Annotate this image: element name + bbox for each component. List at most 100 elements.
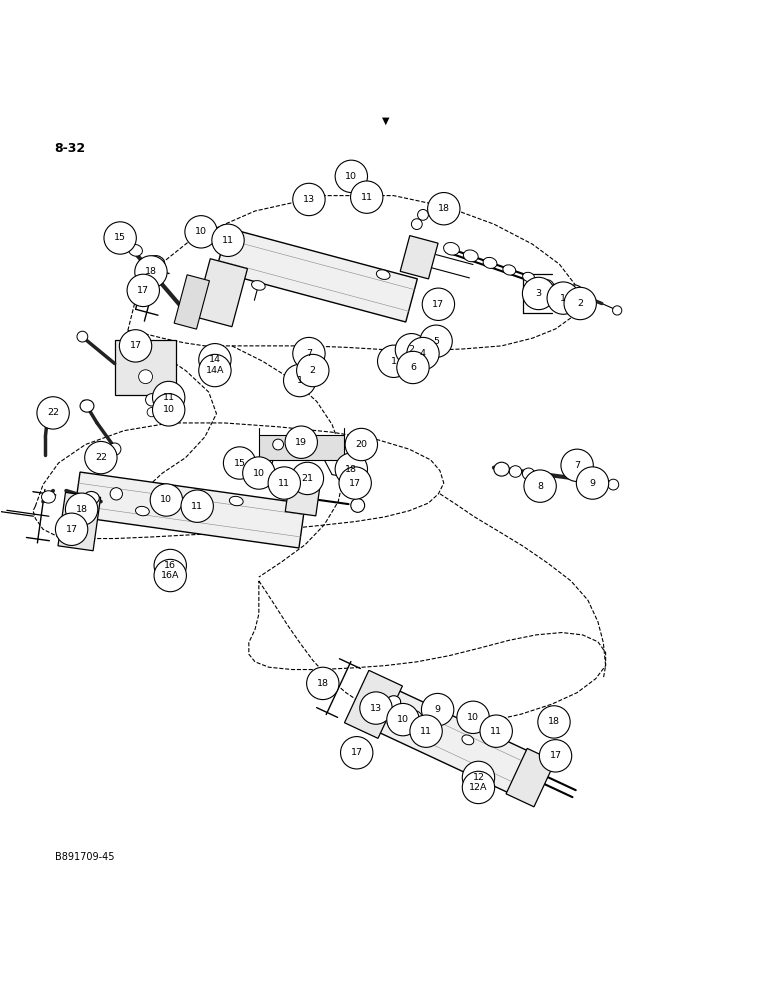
Ellipse shape [463,250,478,262]
Text: 8: 8 [537,482,543,491]
Text: 13: 13 [303,195,315,204]
Circle shape [198,354,231,387]
Circle shape [410,715,442,747]
Ellipse shape [510,466,522,477]
Polygon shape [74,472,305,548]
Ellipse shape [581,465,595,477]
Text: 11: 11 [163,393,174,402]
Text: 17: 17 [432,300,445,309]
Text: 17: 17 [350,748,363,757]
Text: 11: 11 [361,193,373,202]
Circle shape [397,351,429,384]
Circle shape [291,462,323,495]
Circle shape [154,559,186,592]
Text: 3: 3 [536,289,542,298]
Ellipse shape [523,468,535,480]
Circle shape [538,706,571,738]
Circle shape [422,288,455,320]
Text: 18: 18 [548,717,560,726]
Circle shape [339,467,371,499]
Ellipse shape [567,285,584,302]
Text: 10: 10 [163,405,174,414]
Text: 2: 2 [408,345,415,354]
Ellipse shape [77,331,88,342]
Circle shape [422,693,454,726]
Circle shape [306,667,339,700]
Circle shape [480,715,513,747]
Polygon shape [372,687,549,803]
Circle shape [524,470,557,502]
Circle shape [127,274,160,307]
Ellipse shape [84,491,100,504]
Circle shape [56,513,88,545]
Ellipse shape [503,265,516,275]
Circle shape [37,397,69,429]
Ellipse shape [462,735,474,745]
Text: 11: 11 [191,502,203,511]
Text: 17: 17 [66,525,78,534]
Text: 10: 10 [253,469,265,478]
Circle shape [212,224,244,256]
Ellipse shape [110,488,123,500]
Circle shape [198,344,231,376]
Ellipse shape [411,219,422,230]
Circle shape [296,354,329,387]
Text: 15: 15 [114,233,126,242]
Text: 1: 1 [391,357,397,366]
Circle shape [407,337,439,370]
Ellipse shape [80,400,94,412]
Text: 13: 13 [370,704,382,713]
Text: 22: 22 [95,453,107,462]
Circle shape [462,771,495,804]
Text: 11: 11 [420,727,432,736]
Text: 18: 18 [345,465,357,474]
Polygon shape [216,228,418,322]
Circle shape [223,447,256,479]
Text: 17: 17 [349,479,361,488]
Text: 10: 10 [161,495,172,504]
Text: 18: 18 [76,505,87,514]
Text: 9: 9 [590,479,595,488]
Circle shape [335,453,367,485]
Polygon shape [195,259,248,327]
Ellipse shape [109,443,121,455]
Circle shape [547,282,580,314]
Circle shape [360,692,392,724]
Ellipse shape [139,370,153,384]
Text: 19: 19 [295,438,307,447]
Text: 15: 15 [234,459,245,468]
Polygon shape [259,435,344,460]
Text: 7: 7 [306,349,312,358]
Polygon shape [400,236,438,279]
Text: 1: 1 [296,376,303,385]
Text: 14A: 14A [205,366,224,375]
Circle shape [293,183,325,216]
Text: 4: 4 [420,349,426,358]
Circle shape [151,484,182,516]
Text: 9: 9 [435,705,441,714]
Ellipse shape [418,209,428,220]
Text: 21: 21 [301,474,313,483]
Text: 17: 17 [130,341,141,350]
Text: 12: 12 [472,773,485,782]
Ellipse shape [136,506,149,516]
Circle shape [242,457,275,489]
Text: 10: 10 [467,713,479,722]
Ellipse shape [252,281,265,290]
Circle shape [335,160,367,193]
Ellipse shape [387,696,401,708]
Text: 17: 17 [550,751,561,760]
Polygon shape [506,748,555,807]
Text: 12A: 12A [469,783,488,792]
Circle shape [561,449,594,482]
Circle shape [420,325,452,357]
Polygon shape [115,340,176,395]
Text: 22: 22 [47,408,59,417]
Ellipse shape [146,394,158,406]
Text: 8-32: 8-32 [55,142,86,155]
Circle shape [285,426,317,458]
Ellipse shape [543,280,554,288]
Circle shape [153,381,185,414]
Circle shape [345,428,378,461]
Text: 16A: 16A [161,571,179,580]
